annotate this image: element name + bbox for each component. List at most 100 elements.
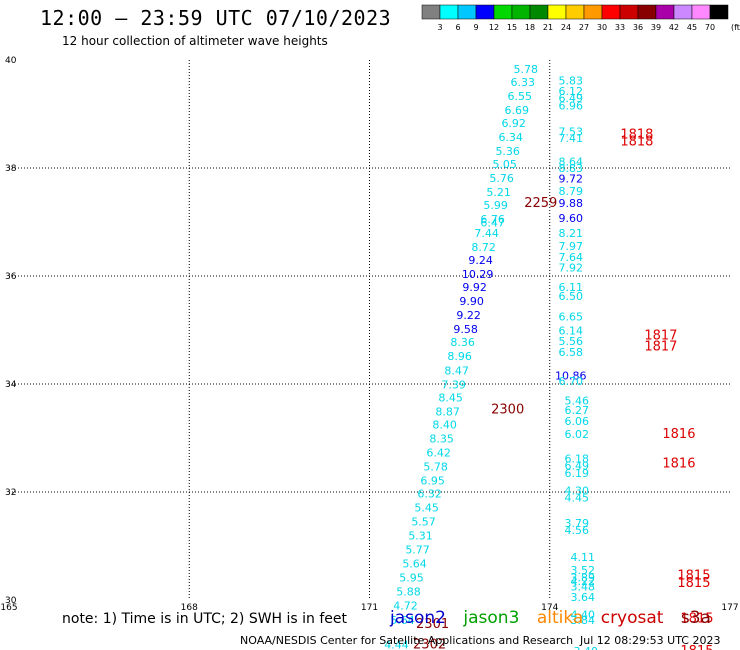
time-label: 1815 (680, 612, 713, 627)
satellite-altika: altika (536, 608, 584, 628)
plot-area: 165 168 171 174 1773032343638405.786.336.556… (0, 56, 738, 650)
swh-label: 8.35 (429, 432, 454, 445)
swh-label: 6.34 (498, 131, 523, 144)
y-tick-label: 30 (5, 596, 17, 606)
swh-label: 8.72 (471, 241, 496, 254)
legend-label: 9 (473, 23, 478, 32)
satellite-cryosat: cryosat (600, 608, 664, 628)
legend-swatch (457, 4, 477, 20)
y-tick-label: 36 (5, 272, 17, 282)
swh-label: 8.36 (450, 336, 475, 349)
swh-label: 5.95 (399, 572, 424, 585)
legend-swatch (709, 4, 729, 20)
swh-label: 6.19 (565, 467, 590, 480)
legend-swatch (493, 4, 513, 20)
swh-label: 6.96 (559, 100, 584, 113)
swh-label: 6.49 (565, 459, 590, 472)
swh-label: 8.21 (559, 227, 584, 240)
swh-label: 6.50 (559, 290, 584, 303)
swh-label: 5.64 (390, 614, 415, 627)
time-label: 1816 (662, 457, 695, 472)
swh-label: 7.44 (474, 227, 499, 240)
x-tick-label: 177 (721, 603, 738, 613)
swh-label: 9.92 (462, 281, 487, 294)
swh-label: 5.46 (565, 395, 590, 408)
swh-label: 4.11 (571, 551, 596, 564)
legend-swatch (583, 4, 603, 20)
time-label: 1815 (680, 644, 713, 650)
swh-label: 3.89 (571, 572, 596, 585)
legend-swatch (547, 4, 567, 20)
swh-label: 6.70 (559, 375, 584, 388)
swh-label: 7.97 (559, 240, 584, 253)
legend-swatch (691, 4, 711, 20)
swh-label: 7.41 (559, 132, 584, 145)
legend-label: 30 (597, 23, 607, 32)
swh-label: 6.11 (559, 281, 584, 294)
swh-label: 4.40 (571, 608, 596, 621)
legend-swatch (655, 4, 675, 20)
swh-label: 8.47 (444, 364, 469, 377)
swh-label: 6.06 (565, 415, 590, 428)
time-label: 1815 (677, 576, 710, 591)
legend-label: 39 (651, 23, 661, 32)
legend-swatch (511, 4, 531, 20)
swh-label: 6.49 (559, 92, 584, 105)
legend-label: 70 (705, 23, 715, 32)
swh-label: 6.47 (480, 216, 505, 229)
x-tick-label: 168 (181, 603, 198, 613)
swh-label: 3.64 (571, 591, 596, 604)
swh-label: 3.52 (571, 564, 596, 577)
legend-label: 27 (579, 23, 589, 32)
legend-label: 45 (687, 23, 697, 32)
swh-label: 4.22 (571, 575, 596, 588)
x-tick-label: 174 (541, 603, 558, 613)
swh-label: 5.45 (414, 501, 439, 514)
time-label: 1817 (644, 340, 677, 355)
x-tick-label: 165 (0, 603, 17, 613)
satellite-s3a: s3a (680, 608, 711, 628)
swh-label: 8.64 (559, 155, 584, 168)
legend-swatch (421, 4, 441, 20)
legend-label: 24 (561, 23, 571, 32)
swh-label: 4.56 (565, 524, 590, 537)
legend-swatch (529, 4, 549, 20)
timestamp-text: Jul 12 08:29:53 UTC 2023 (580, 634, 721, 647)
swh-label: 8.87 (435, 405, 460, 418)
swh-label: 8.96 (447, 350, 472, 363)
swh-label: 5.99 (483, 199, 508, 212)
swh-label: 9.90 (459, 295, 484, 308)
swh-label: 8.83 (559, 162, 584, 175)
satellite-jason3: jason3 (463, 608, 520, 628)
swh-label: 6.02 (565, 428, 590, 441)
swh-label: 5.76 (489, 172, 514, 185)
time-label: 2302 (413, 638, 446, 650)
swh-label: 3.48 (571, 580, 596, 593)
swh-label: 3.79 (565, 517, 590, 530)
swh-label: 10.86 (555, 370, 587, 383)
legend-label: 6 (455, 23, 460, 32)
swh-label: 5.83 (559, 74, 584, 87)
swh-label: 5.36 (495, 145, 520, 158)
time-label: 1818 (620, 127, 653, 142)
y-tick-label: 32 (5, 488, 16, 498)
time-label: 2301 (416, 617, 449, 632)
legend-label: 3 (437, 23, 442, 32)
y-tick-label: 38 (5, 164, 17, 174)
legend-unit: (ft) (731, 23, 740, 32)
swh-label: 6.58 (559, 346, 584, 359)
swh-label: 8.45 (438, 391, 463, 404)
y-tick-label: 40 (5, 56, 17, 66)
swh-label: 9.22 (456, 309, 481, 322)
swh-label: 6.12 (559, 85, 584, 98)
swh-label: 3.84 (571, 614, 596, 627)
legend-label: 21 (543, 23, 553, 32)
swh-label: 9.58 (453, 323, 478, 336)
swh-label: 6.33 (510, 76, 535, 89)
credit-text: NOAA/NESDIS Center for Satellite Applica… (240, 634, 574, 647)
legend-swatch (565, 4, 585, 20)
legend-swatch (673, 4, 693, 20)
swh-label: 5.57 (411, 515, 436, 528)
swh-label: 9.72 (559, 173, 584, 186)
